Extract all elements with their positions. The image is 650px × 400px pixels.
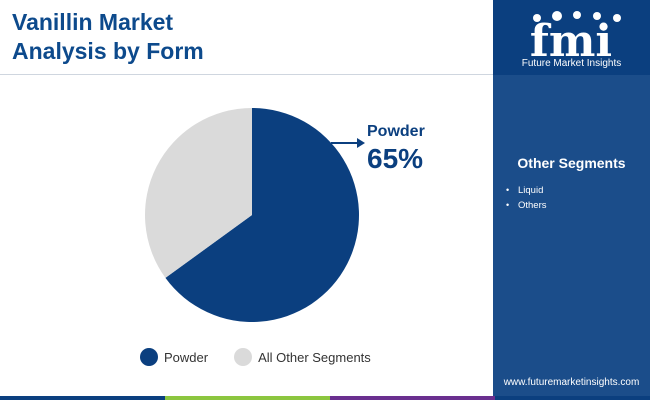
segment-list: Liquid Others [503,183,547,213]
bottom-color-bar [0,396,650,400]
logo-text: fmi [530,16,612,67]
bottom-bar-navy [495,396,650,400]
segment-item-liquid: Liquid [503,183,547,198]
header-divider [0,74,493,75]
segment-item-others: Others [503,198,547,213]
legend-swatch-other [234,348,253,366]
logo-icons [533,11,621,22]
page-title: Vanillin Market Analysis by Form [12,8,204,66]
chart-legend: Powder All Other Segments [140,348,397,366]
callout-arrow [357,138,365,148]
pie-slice-all-other-segments [145,108,252,278]
legend-item-other: All Other Segments [234,348,371,366]
website-url[interactable]: www.futuremarketinsights.com [503,377,640,388]
legend-item-powder: Powder [140,348,208,366]
pie-chart: Powder 65% [145,108,425,322]
callout-label: Powder [367,123,425,140]
sidebar-band [493,75,650,400]
sidebar: fmi Future Market Insights Other Segment… [493,0,650,400]
legend-label-powder: Powder [164,349,209,365]
legend-label-other: All Other Segments [258,349,371,365]
logo-subtitle: Future Market Insights [521,58,622,69]
pie-slice-powder [165,108,360,322]
fmi-logo: fmi [530,11,621,67]
title-line-1: Vanillin Market [12,9,174,35]
bottom-bar-purple [330,396,495,400]
title-line-2: Analysis by Form [12,38,204,64]
bottom-bar-green [165,396,330,400]
bottom-bar-blue [0,396,165,400]
callout-value: 65% [367,143,423,174]
legend-swatch-powder [140,348,158,366]
other-segments-title: Other Segments [517,155,626,171]
